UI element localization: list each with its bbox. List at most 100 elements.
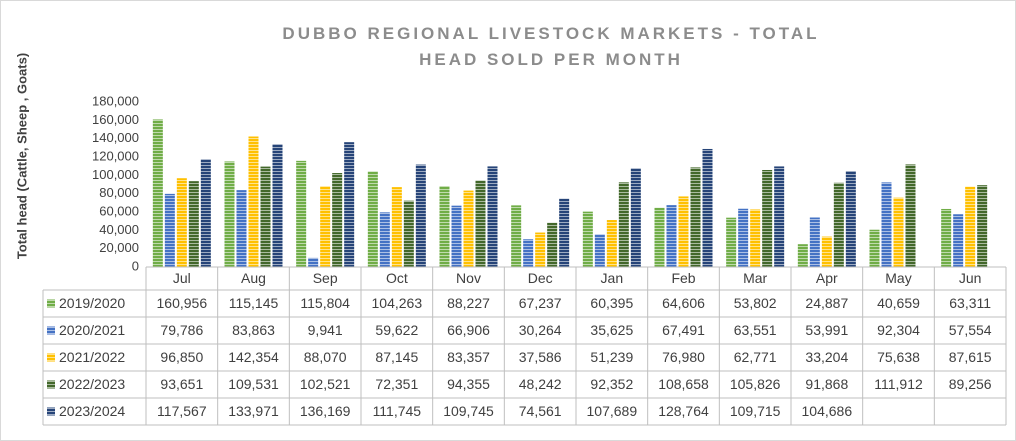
y-tick-label: 60,000 [99,203,139,218]
table-cell: 79,786 [160,322,203,338]
table-cell: 72,351 [375,376,418,392]
bar [224,161,235,267]
table-cell: 76,980 [662,349,705,365]
bar [738,208,749,267]
table-cell: 51,239 [590,349,633,365]
legend-label: 2023/2024 [59,403,125,419]
y-tick-label: 80,000 [99,185,139,200]
legend-label: 2021/2022 [59,349,125,365]
y-tick-label: 40,000 [99,222,139,237]
bar [726,217,737,267]
bar [750,209,761,267]
bar [415,164,426,267]
x-tick-label: Jul [173,270,191,286]
x-tick-label: Feb [671,270,695,286]
legend-key [47,353,55,362]
table-cell: 53,991 [805,322,848,338]
bar [845,171,856,267]
bar [678,196,689,267]
table-cell: 87,615 [949,349,992,365]
table-cell: 111,745 [373,403,422,419]
bar [893,197,904,267]
table-cell: 115,145 [229,295,279,311]
table-cell: 75,638 [877,349,920,365]
table-cell: 66,906 [447,322,490,338]
x-tick-label: Mar [743,270,767,286]
table-cell: 67,491 [662,322,705,338]
table-cell: 48,242 [519,376,562,392]
table-cell: 67,237 [519,295,562,311]
table-cell: 105,826 [730,376,781,392]
legend-label: 2020/2021 [59,322,125,338]
table-cell: 89,256 [949,376,992,392]
bar [606,220,617,267]
table-cell: 62,771 [734,349,777,365]
table-cell: 53,802 [734,295,777,311]
x-tick-label: May [885,270,911,286]
x-tick-label: Oct [386,270,408,286]
table-cell: 93,651 [160,376,203,392]
bar [236,190,247,267]
table-cell: 37,586 [519,349,562,365]
table-cell: 88,070 [304,349,347,365]
y-tick-label: 160,000 [92,112,139,127]
bar [164,193,175,267]
y-tick-label: 0 [132,258,139,273]
x-tick-label: Nov [456,270,481,286]
bar [367,171,378,267]
bar [833,182,844,267]
table-cell: 83,863 [232,322,275,338]
bar [654,207,665,267]
table-cell: 117,567 [157,403,207,419]
table-cell: 142,354 [228,349,279,365]
bar [403,200,414,267]
bar [630,168,641,267]
table-cell: 96,850 [160,349,203,365]
table-cell: 92,352 [590,376,633,392]
table-cell: 64,606 [662,295,705,311]
bar [308,257,319,267]
bar [977,185,988,267]
bar [953,214,964,267]
x-tick-label: Apr [816,270,838,286]
table-cell: 104,686 [802,403,853,419]
table-cell: 133,971 [228,403,279,419]
x-tick-label: Jun [959,270,982,286]
table-cell: 24,887 [805,295,848,311]
table-cell: 91,868 [805,376,848,392]
bar [439,186,450,267]
table-cell: 63,311 [949,295,991,311]
table-cell: 102,521 [300,376,351,392]
x-tick-label: Dec [528,270,553,286]
table-cell: 60,395 [590,295,633,311]
table-cell: 115,804 [300,295,350,311]
bar [535,232,546,267]
legend-key [47,380,55,389]
y-tick-label: 100,000 [92,167,139,182]
bar [821,236,832,267]
table-cell: 9,941 [308,322,343,338]
x-tick-label: Jan [601,270,624,286]
y-tick-label: 20,000 [99,240,139,255]
bar [559,198,570,267]
bar [965,186,976,267]
table-cell: 40,659 [877,295,920,311]
bar [523,239,534,267]
table-cell: 83,357 [447,349,490,365]
legend-label: 2022/2023 [59,376,125,392]
bar [260,166,271,267]
table-cell: 107,689 [587,403,638,419]
bar [152,119,163,267]
table-cell: 35,625 [590,322,633,338]
table-cell: 87,145 [375,349,418,365]
table-cell: 128,764 [658,403,709,419]
bar [797,244,808,267]
table-cell: 94,355 [447,376,490,392]
bar [774,166,785,267]
table-cell: 57,554 [949,322,992,338]
table-cell: 109,745 [443,403,494,419]
legend-key [47,299,55,308]
bar [475,180,486,267]
